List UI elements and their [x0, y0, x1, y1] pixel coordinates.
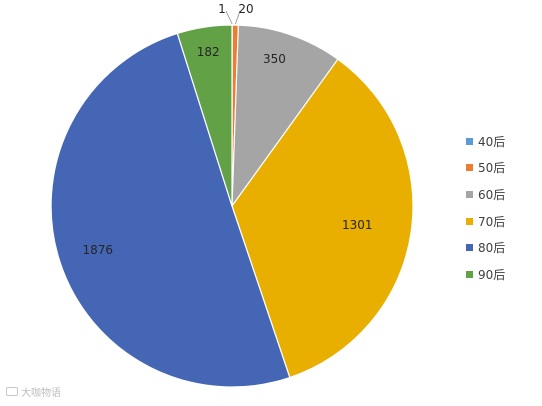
legend: 40后 50后 60后 70后 80后 90后 [466, 128, 536, 288]
legend-label-50: 50后 [478, 161, 506, 176]
legend-item-70: 70后 [466, 208, 536, 235]
legend-item-80: 80后 [466, 234, 536, 261]
leader-lines [225, 10, 241, 25]
pie-slice-60 [231, 24, 339, 208]
pie-slice-90 [176, 24, 233, 207]
data-label-50: 20 [238, 2, 253, 16]
legend-swatch-70 [466, 217, 473, 225]
legend-swatch-40 [466, 137, 473, 145]
legend-swatch-50 [466, 164, 473, 172]
legend-swatch-80 [466, 244, 473, 252]
data-label-60: 350 [263, 52, 286, 66]
leader-line-40 [225, 10, 233, 25]
pie-slices [50, 24, 414, 388]
legend-item-60: 60后 [466, 181, 536, 208]
legend-item-90: 90后 [466, 261, 536, 288]
legend-label-70: 70后 [478, 214, 506, 229]
legend-swatch-60 [466, 190, 473, 198]
data-label-70: 1301 [342, 218, 373, 232]
data-label-40: 1 [218, 2, 226, 16]
legend-swatch-90 [466, 270, 473, 278]
pie-slice-70 [231, 58, 414, 379]
legend-label-40: 40后 [478, 134, 506, 149]
pie-slice-80 [50, 32, 291, 388]
leader-line-50 [234, 10, 241, 25]
legend-item-40: 40后 [466, 128, 536, 155]
weibo-icon [6, 387, 18, 396]
legend-label-90: 90后 [478, 267, 506, 282]
watermark-text: 大咖物语 [21, 388, 61, 399]
data-label-90: 182 [197, 45, 220, 59]
watermark: 大咖物语 [6, 384, 61, 399]
data-labels: 1 20 350 1301 1876 182 [83, 2, 373, 257]
legend-label-60: 60后 [478, 187, 506, 202]
data-label-80: 1876 [83, 243, 114, 257]
legend-item-50: 50后 [466, 155, 536, 182]
legend-label-80: 80后 [478, 241, 506, 256]
